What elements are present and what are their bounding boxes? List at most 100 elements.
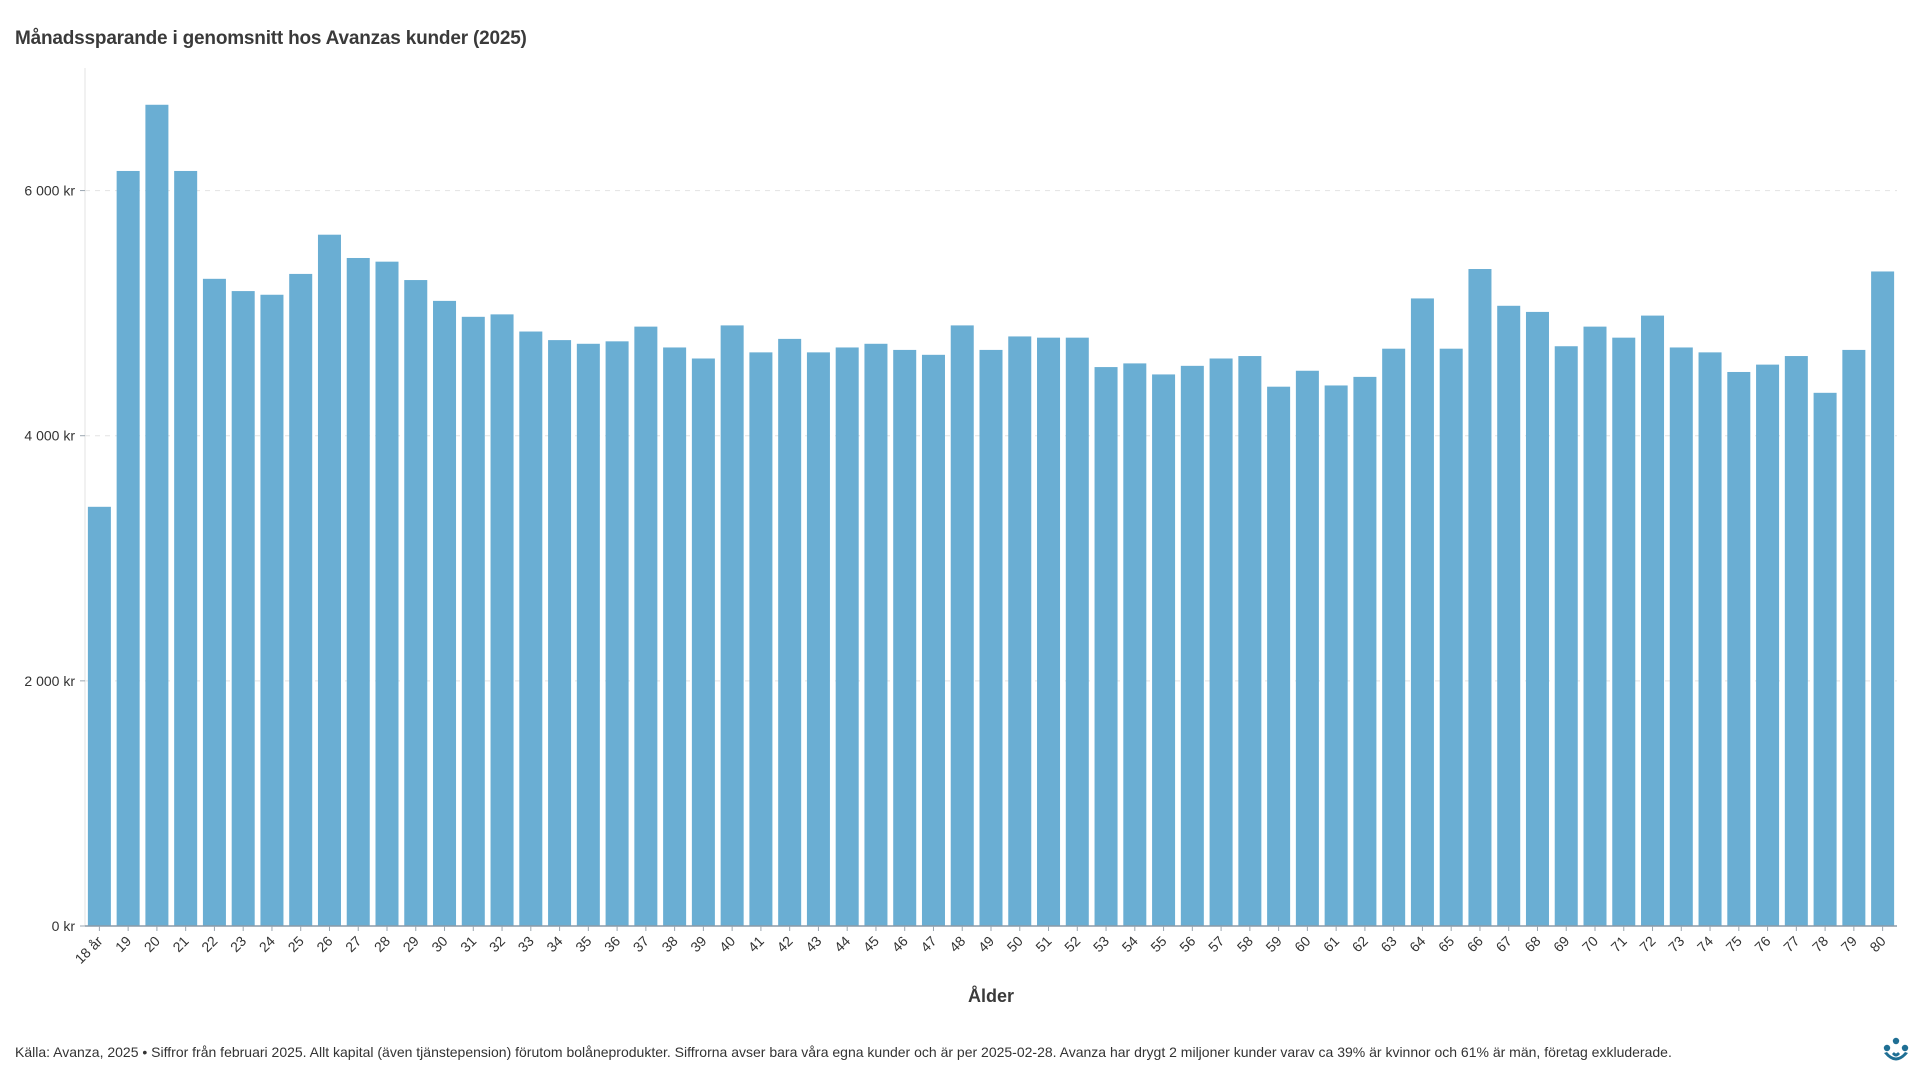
x-tick-label: 46 [889,933,911,955]
bar [1037,337,1061,927]
y-tick-label: 6 000 kr [24,183,75,199]
x-tick-label: 20 [141,933,163,955]
x-tick-label: 58 [1234,933,1256,955]
x-tick-label: 19 [112,933,134,955]
x-tick-label: 23 [227,933,249,955]
bar [404,280,428,926]
bar [835,347,859,926]
bar [1094,367,1118,926]
x-tick-label: 26 [313,933,335,955]
chart-title: Månadssparande i genomsnitt hos Avanzas … [15,28,527,49]
bar [519,331,543,926]
x-tick-label: 60 [1291,933,1313,955]
x-tick-label: 35 [572,933,594,955]
bar [174,170,198,926]
bar [1008,336,1032,927]
bar [1669,347,1693,926]
bar [634,326,658,926]
x-tick-label: 31 [457,933,479,955]
bar [202,278,226,926]
bar [1727,371,1751,926]
x-tick-label: 72 [1636,933,1658,955]
x-tick-label: 47 [917,933,939,955]
bar [864,343,888,926]
bar [87,506,111,926]
x-tick-label: 69 [1550,933,1572,955]
bar [1554,346,1578,926]
bar [289,273,313,926]
x-tick-label: 65 [1435,933,1457,955]
x-tick-label: 22 [198,933,220,955]
bar [375,261,399,927]
y-tick-label: 0 kr [52,918,76,934]
bar [691,358,715,927]
x-tick-label: 27 [342,933,364,955]
x-tick-label: 56 [1176,933,1198,955]
x-tick-label: 48 [946,933,968,955]
x-tick-label: 39 [687,933,709,955]
x-tick-label: 77 [1780,933,1802,955]
x-tick-label: 51 [1032,933,1054,955]
x-tick-label: 25 [285,933,307,955]
x-tick-label: 80 [1866,933,1888,955]
bar [1267,386,1291,927]
bar [1324,385,1348,927]
x-tick-label: 40 [716,933,738,955]
x-tick-label: 76 [1751,933,1773,955]
x-tick-label: 68 [1521,933,1543,955]
bar [346,257,370,926]
x-tick-label: 37 [630,933,652,955]
bar [806,352,830,926]
bar [1583,326,1607,926]
bar [605,341,629,926]
bar [1641,315,1665,926]
x-tick-label: 44 [831,933,853,955]
x-tick-label: 74 [1694,933,1716,955]
bar [490,314,514,927]
bar [1842,349,1866,926]
bar [145,104,169,927]
x-tick-label: 45 [860,933,882,955]
x-tick-label: 71 [1608,933,1630,955]
bar [1065,337,1089,927]
bar [1813,392,1837,926]
bar [1353,376,1377,926]
x-tick-label: 43 [802,933,824,955]
x-tick-label: 75 [1723,933,1745,955]
x-tick-label: 54 [1119,933,1141,955]
bar [1123,363,1147,926]
x-tick-label: 18 år [72,933,106,967]
x-tick-label: 29 [400,933,422,955]
bar [950,325,974,926]
x-axis-title: Ålder [968,986,1014,1006]
x-tick-label: 64 [1406,933,1428,955]
bar [720,325,744,926]
bar [1468,269,1492,926]
x-tick-label: 70 [1579,933,1601,955]
x-tick-label: 66 [1464,933,1486,955]
bar [778,338,802,927]
bar [317,234,341,926]
x-tick-label: 33 [515,933,537,955]
bar [1180,365,1204,926]
bar [1497,305,1521,926]
bar [893,349,917,926]
x-tick-label: 63 [1377,933,1399,955]
x-tick-label: 32 [486,933,508,955]
x-tick-label: 55 [1147,933,1169,955]
bar [1612,337,1636,927]
x-tick-label: 49 [975,933,997,955]
x-tick-label: 59 [1262,933,1284,955]
bar [663,347,687,926]
bar [1295,370,1319,926]
y-tick-label: 4 000 kr [24,428,75,444]
x-tick-label: 24 [256,933,278,955]
bar [979,349,1003,926]
bar [1784,356,1808,926]
bar [1439,348,1463,926]
x-tick-label: 79 [1838,933,1860,955]
x-tick-label: 42 [773,933,795,955]
x-tick-label: 78 [1809,933,1831,955]
bar [1698,352,1722,926]
x-tick-label: 52 [1061,933,1083,955]
